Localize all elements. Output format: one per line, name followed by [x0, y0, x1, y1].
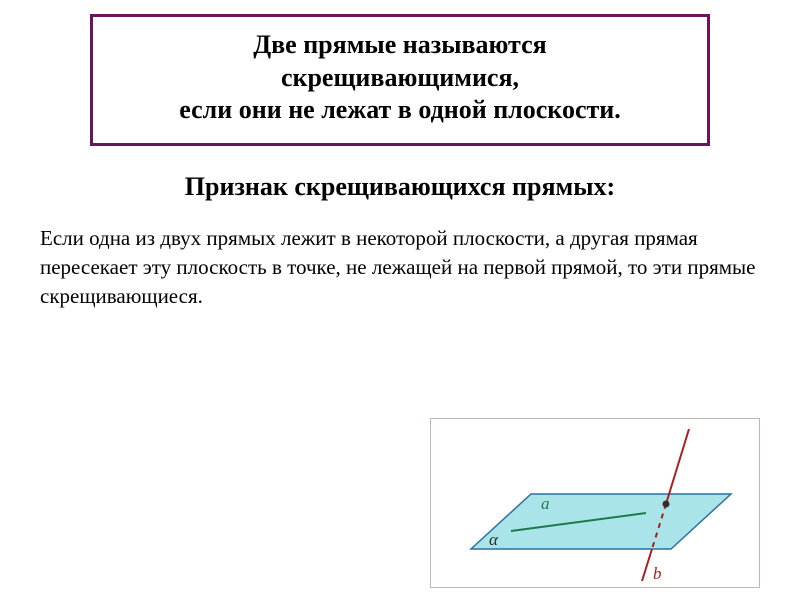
definition-line-3: если они не лежат в одной плоскости.	[113, 94, 687, 127]
definition-line-2: скрещивающимися,	[113, 62, 687, 95]
figure-svg: a α b	[431, 419, 761, 589]
subtitle: Признак скрещивающихся прямых:	[60, 172, 740, 202]
theorem-text: Если одна из двух прямых лежит в некотор…	[40, 224, 760, 312]
svg-text:b: b	[653, 564, 662, 583]
definition-line-1: Две прямые называются	[113, 29, 687, 62]
svg-text:α: α	[489, 530, 499, 549]
definition-box: Две прямые называются скрещивающимися, е…	[90, 14, 710, 146]
figure: a α b	[430, 418, 760, 588]
svg-text:a: a	[541, 494, 550, 513]
